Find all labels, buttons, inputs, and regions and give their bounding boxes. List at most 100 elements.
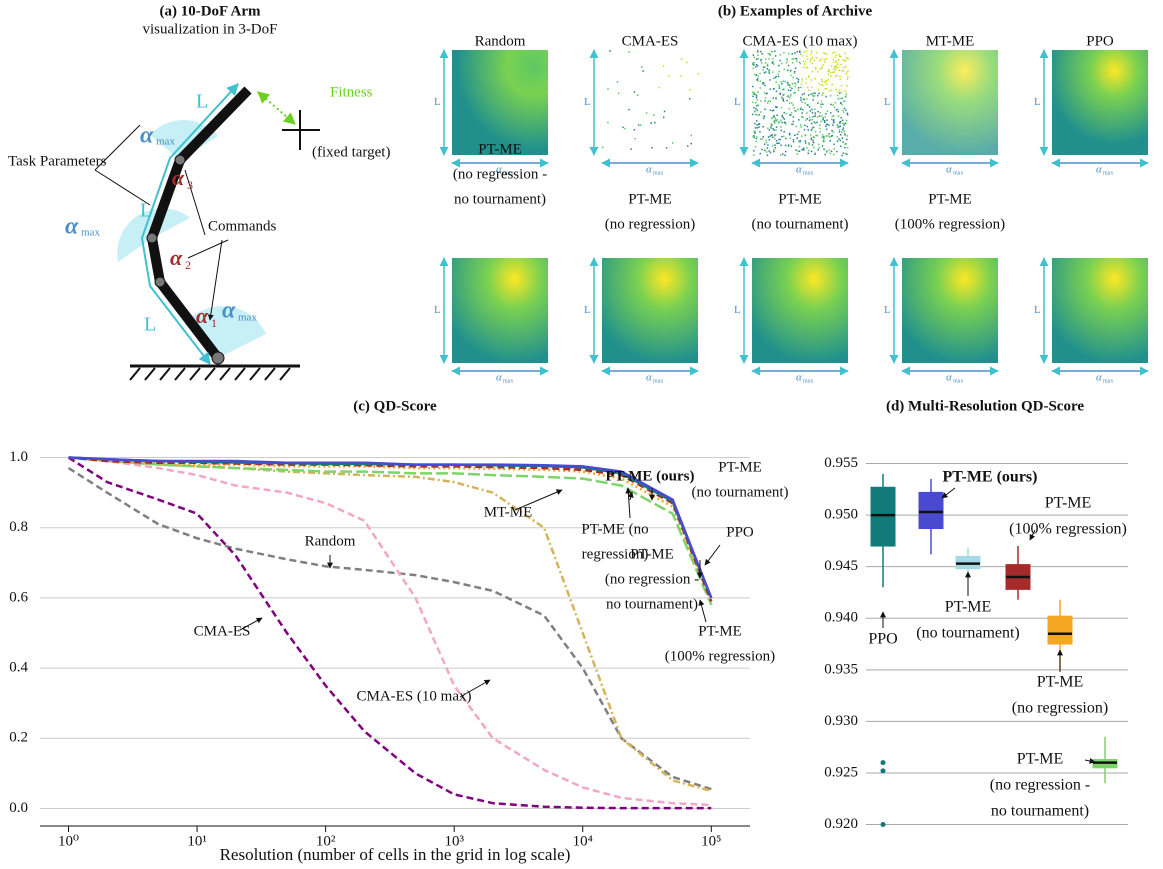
archive-cell xyxy=(787,64,790,67)
archive-cell xyxy=(680,75,682,77)
archive-cell xyxy=(791,102,793,104)
archive-cell xyxy=(821,136,823,138)
archive-cell xyxy=(778,87,781,89)
y-tick-label: 0.955 xyxy=(824,455,858,471)
archive-cell xyxy=(617,92,620,95)
archive-cell xyxy=(817,94,819,97)
archive-cell xyxy=(778,84,780,86)
archive-cell xyxy=(842,59,844,61)
task-label: Task Parameters xyxy=(8,153,107,169)
archive-cell xyxy=(756,127,759,129)
y-tick-label: 0.940 xyxy=(824,610,858,626)
archive-cell xyxy=(816,121,818,124)
archive-cell xyxy=(759,111,762,113)
archive-cell xyxy=(807,94,810,96)
command-alpha: α xyxy=(170,245,183,270)
archive-cell xyxy=(844,52,846,55)
archive-cell xyxy=(757,80,759,82)
archive-cell xyxy=(755,96,758,99)
archive-cell xyxy=(819,59,822,62)
archive-cell xyxy=(816,116,819,118)
archive-cell xyxy=(775,75,777,78)
command-index: 1 xyxy=(211,316,217,330)
archive-cell xyxy=(837,115,840,117)
archive-cell xyxy=(827,79,830,81)
archive-cell xyxy=(812,92,815,94)
archive-cell xyxy=(773,129,775,131)
annotation: Random xyxy=(305,533,356,549)
archive-cell xyxy=(607,121,609,124)
archive-cell xyxy=(771,62,774,64)
archive-cell xyxy=(802,66,805,69)
archive-cell xyxy=(753,64,755,66)
archive-cell xyxy=(765,141,768,144)
archive-cell xyxy=(836,136,838,138)
archive-cell xyxy=(624,127,626,130)
archive-cell xyxy=(790,89,792,92)
archive-cell xyxy=(805,77,807,80)
archive-cell xyxy=(781,88,784,91)
archive-image xyxy=(752,258,848,363)
archive-cell xyxy=(830,89,833,92)
annotation: PPO xyxy=(726,524,754,540)
archive-cell xyxy=(778,86,781,88)
archive-cell xyxy=(804,142,807,144)
archive-cell xyxy=(780,129,782,132)
archive-cell xyxy=(758,114,761,116)
archive-cell xyxy=(804,134,807,137)
archive-cell xyxy=(817,102,819,104)
panel-title: (a) 10-DoF Arm xyxy=(159,3,261,19)
archive-cell xyxy=(779,59,781,62)
archive-cell xyxy=(821,145,824,147)
archive-cell xyxy=(757,104,760,106)
archive-image xyxy=(902,258,998,363)
archive-cell xyxy=(826,119,828,121)
archive-cell xyxy=(755,137,758,140)
archive-cell xyxy=(774,55,777,57)
archive-cell xyxy=(808,106,811,108)
archive-cell xyxy=(796,50,798,53)
archive-cell xyxy=(813,59,815,62)
archive-image xyxy=(452,50,548,155)
archive-cell xyxy=(760,50,762,53)
archive-title: (no regression - xyxy=(453,166,547,182)
archive-cell xyxy=(830,103,832,106)
archive-cell xyxy=(820,106,822,108)
archive-cell xyxy=(846,146,849,149)
archive-cell xyxy=(833,71,836,73)
archive-cell xyxy=(783,93,785,96)
archive-cell xyxy=(819,131,822,133)
archive-cell xyxy=(819,111,821,114)
archive-cell xyxy=(846,71,848,73)
archive-cell xyxy=(817,149,820,151)
archive-cell xyxy=(840,63,842,66)
archive-title: Random xyxy=(475,33,526,49)
archive-cell xyxy=(839,75,841,78)
archive-cell xyxy=(828,90,831,92)
archive-cell xyxy=(752,113,754,116)
archive-cell xyxy=(781,82,783,85)
archive-cell xyxy=(823,137,825,140)
archive-cell xyxy=(801,149,803,151)
archive-cell xyxy=(839,139,842,142)
archive-cell xyxy=(781,96,783,99)
archive-cell xyxy=(766,102,769,104)
axis-label: max xyxy=(953,378,963,384)
archive-cell xyxy=(766,63,769,66)
archive-cell xyxy=(824,121,826,123)
archive-cell xyxy=(764,149,766,152)
command-alpha: α xyxy=(172,165,185,190)
archive-cell xyxy=(803,98,805,101)
y-tick-label: 0.4 xyxy=(9,660,28,676)
archive-cell xyxy=(810,79,813,81)
archive-cell xyxy=(835,109,838,111)
archive-cell xyxy=(827,70,829,73)
archive-cell xyxy=(783,135,785,138)
archive-cell xyxy=(757,50,759,52)
box-label: (no regression) xyxy=(1012,700,1108,717)
archive-cell xyxy=(653,114,655,116)
archive-cell xyxy=(792,123,794,126)
archive-cell xyxy=(806,125,808,128)
x-tick-label: 10⁵ xyxy=(701,833,721,849)
